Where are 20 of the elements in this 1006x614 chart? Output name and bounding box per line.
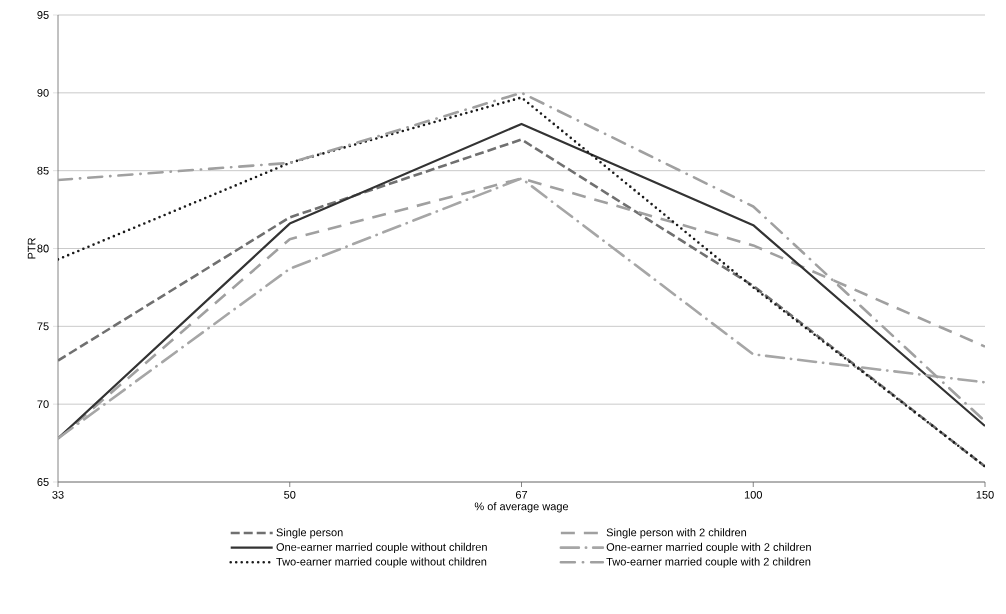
legend-label: Single person with 2 children: [606, 528, 747, 539]
legend-label: Single person: [276, 528, 343, 539]
x-tick-label: 33: [52, 490, 64, 499]
x-tick-label: 100: [744, 490, 762, 499]
y-tick-label: 80: [37, 244, 49, 253]
legend-label: One-earner married couple with 2 children: [606, 542, 811, 554]
x-axis-title: % of average wage: [474, 502, 569, 513]
legend-label: Two-earner married couple without children: [276, 557, 487, 568]
y-tick-label: 70: [37, 400, 49, 409]
y-tick-label: 85: [37, 166, 49, 175]
y-tick-label: 75: [37, 322, 49, 331]
y-axis-title: PTR: [27, 238, 36, 259]
legend-label: One-earner married couple without children: [276, 542, 487, 554]
x-tick-label: 150: [976, 490, 994, 499]
y-tick-label: 95: [37, 11, 49, 19]
y-tick-label: 65: [37, 478, 49, 486]
y-tick-label: 90: [37, 88, 49, 97]
x-tick-label: 67: [515, 490, 528, 499]
x-tick-label: 50: [284, 490, 296, 499]
legend-label: Two-earner married couple with 2 children: [606, 557, 811, 568]
